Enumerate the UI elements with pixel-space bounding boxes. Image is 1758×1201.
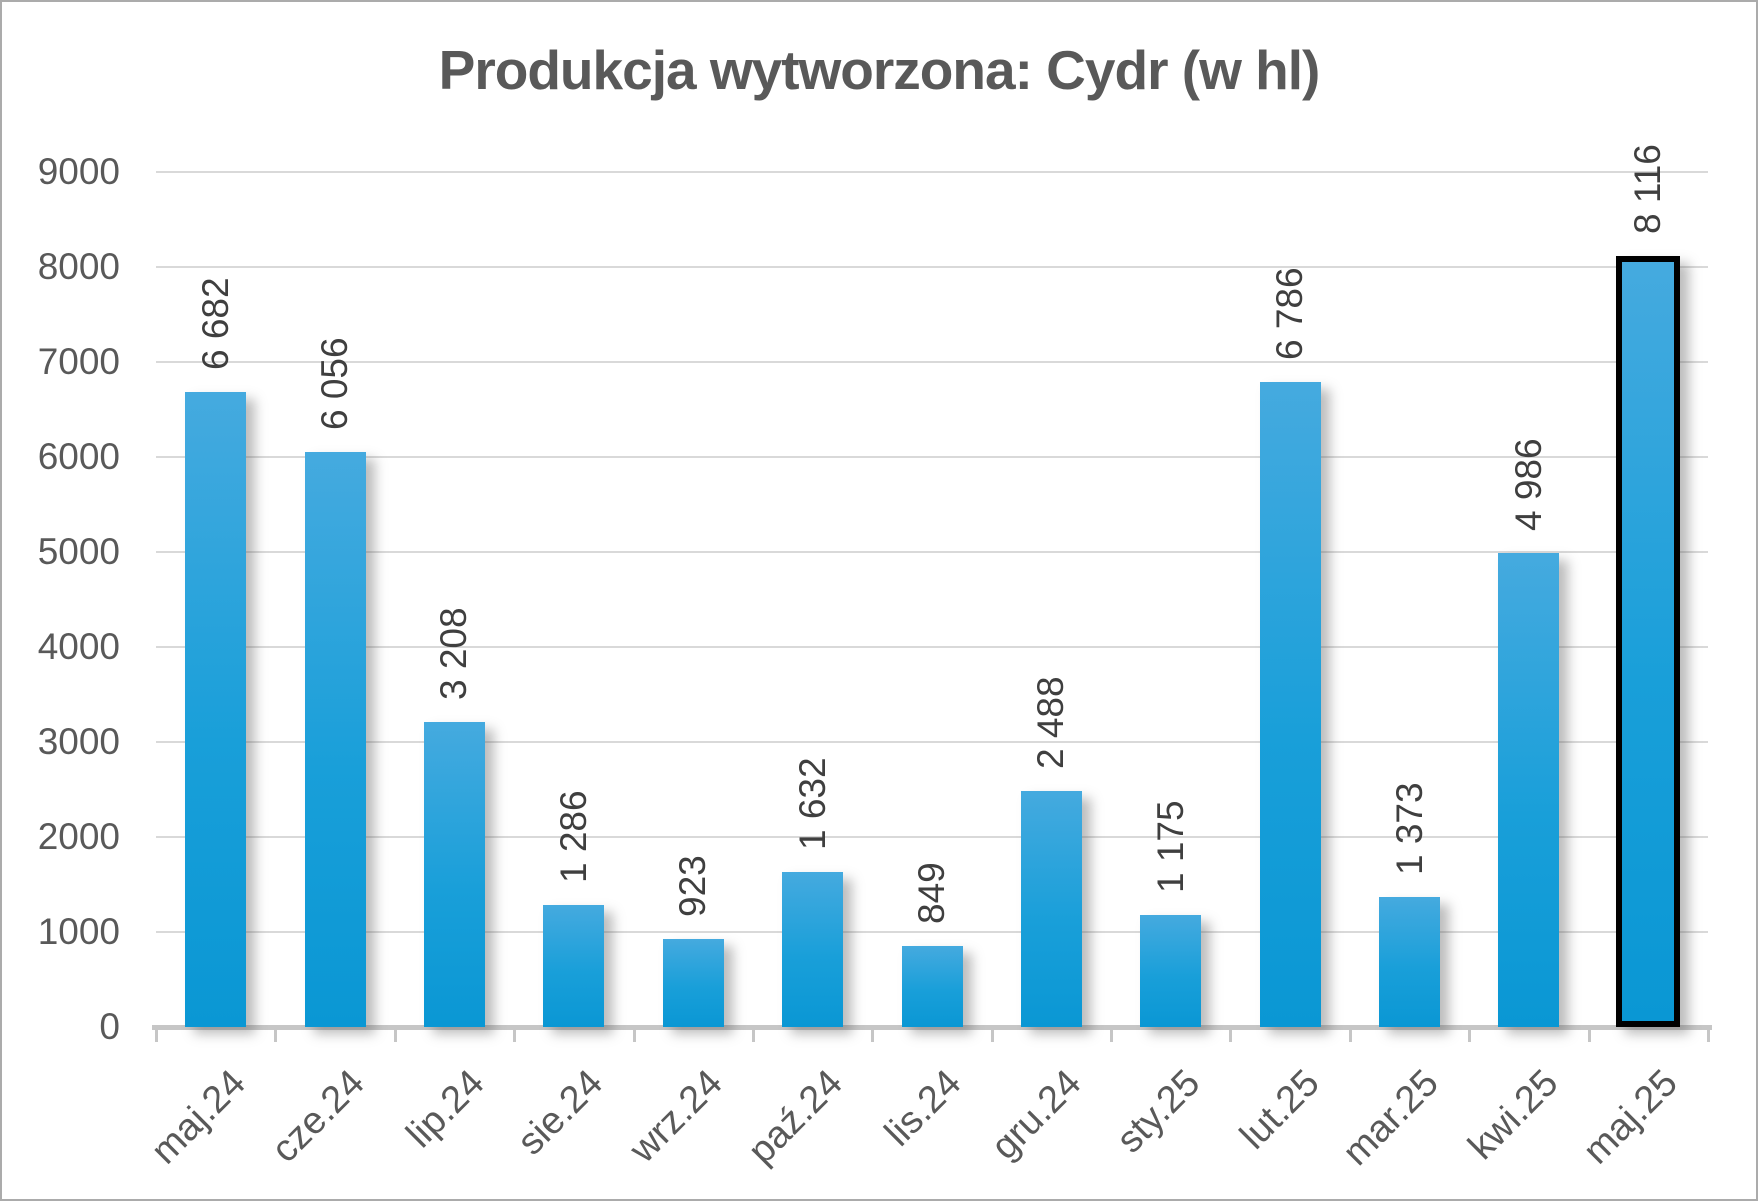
x-axis-tick	[274, 1029, 278, 1042]
value-label: 1 632	[791, 757, 833, 850]
y-axis-label: 1000	[37, 911, 120, 952]
y-axis-label: 0	[99, 1006, 120, 1047]
value-label: 8 116	[1627, 144, 1669, 234]
value-label: 6 682	[194, 277, 236, 371]
chart-title: Produkcja wytworzona: Cydr (w hl)	[438, 39, 1321, 101]
bar	[304, 451, 366, 1027]
value-label: 6 786	[1269, 267, 1311, 361]
gridline	[156, 646, 1708, 648]
x-axis-tick	[393, 1029, 397, 1042]
gridline	[156, 741, 1708, 743]
x-axis-label: maj.25	[1256, 1062, 1686, 1172]
value-label: 923	[672, 855, 714, 918]
bar	[1259, 382, 1321, 1027]
x-axis-tick	[1110, 1029, 1114, 1042]
gridline	[156, 361, 1708, 363]
y-axis-label: 9000	[37, 151, 120, 192]
bar-highlighted	[1616, 255, 1681, 1027]
x-axis-tick	[1229, 1029, 1233, 1042]
x-axis-tick	[513, 1029, 517, 1042]
bar	[543, 904, 605, 1027]
bar	[1379, 896, 1441, 1027]
bar	[1498, 553, 1560, 1027]
bar	[782, 871, 844, 1027]
x-axis-tick	[1348, 1029, 1352, 1042]
gridline	[156, 836, 1708, 838]
y-axis-label: 4000	[37, 626, 120, 667]
value-label: 1 175	[1149, 800, 1191, 894]
y-axis-label: 2000	[37, 816, 120, 857]
value-label: 4 986	[1507, 438, 1549, 532]
y-axis-label: 6000	[37, 436, 120, 477]
x-axis-tick	[990, 1029, 994, 1042]
bar	[901, 946, 963, 1027]
x-axis-tick	[871, 1029, 875, 1042]
gridline	[156, 456, 1708, 458]
value-label: 2 488	[1030, 676, 1072, 769]
bar	[662, 939, 724, 1027]
y-axis-label: 3000	[37, 721, 120, 762]
value-label: 1 373	[1388, 781, 1430, 875]
y-axis-label: 5000	[37, 531, 120, 572]
bar	[423, 722, 485, 1027]
gridline	[156, 931, 1708, 933]
x-axis-tick	[1707, 1029, 1710, 1042]
y-axis-label: 7000	[37, 341, 120, 382]
value-label: 1 286	[552, 790, 594, 883]
bar	[1020, 790, 1082, 1027]
gridline	[156, 266, 1708, 268]
x-axis-tick	[1587, 1029, 1591, 1042]
x-axis-tick	[155, 1029, 158, 1042]
gridline	[156, 171, 1708, 173]
gridline	[156, 551, 1708, 553]
bar	[1140, 915, 1202, 1027]
bar	[185, 392, 247, 1027]
x-axis-tick	[1468, 1029, 1472, 1042]
value-label: 3 208	[433, 607, 475, 701]
value-label: 6 056	[314, 337, 356, 430]
x-axis-tick	[751, 1029, 755, 1042]
x-axis-line	[152, 1025, 1712, 1030]
x-axis-label-text: maj.25	[1575, 1062, 1686, 1173]
y-axis-label: 8000	[37, 246, 120, 287]
value-label: 849	[911, 862, 952, 925]
x-axis-tick	[632, 1029, 636, 1042]
